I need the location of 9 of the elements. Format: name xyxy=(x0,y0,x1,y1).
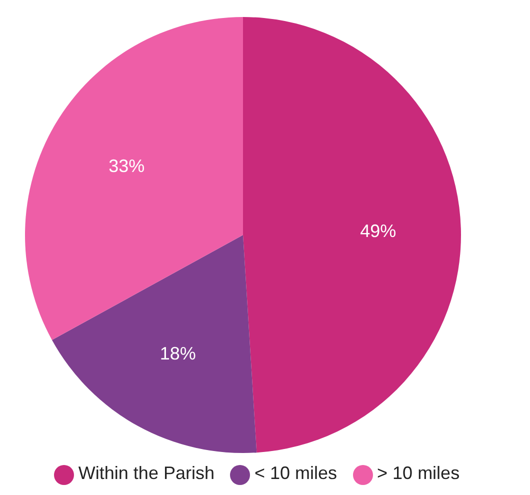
legend-label: Within the Parish xyxy=(78,463,214,484)
legend-label: < 10 miles xyxy=(254,463,338,484)
legend-label: > 10 miles xyxy=(377,463,460,484)
data-label: 49% xyxy=(360,220,396,241)
pie-slice xyxy=(25,17,243,340)
pie-slice xyxy=(52,235,257,453)
pie-slice xyxy=(243,17,461,453)
data-label: 33% xyxy=(108,156,145,176)
data-label: 18% xyxy=(160,343,196,364)
